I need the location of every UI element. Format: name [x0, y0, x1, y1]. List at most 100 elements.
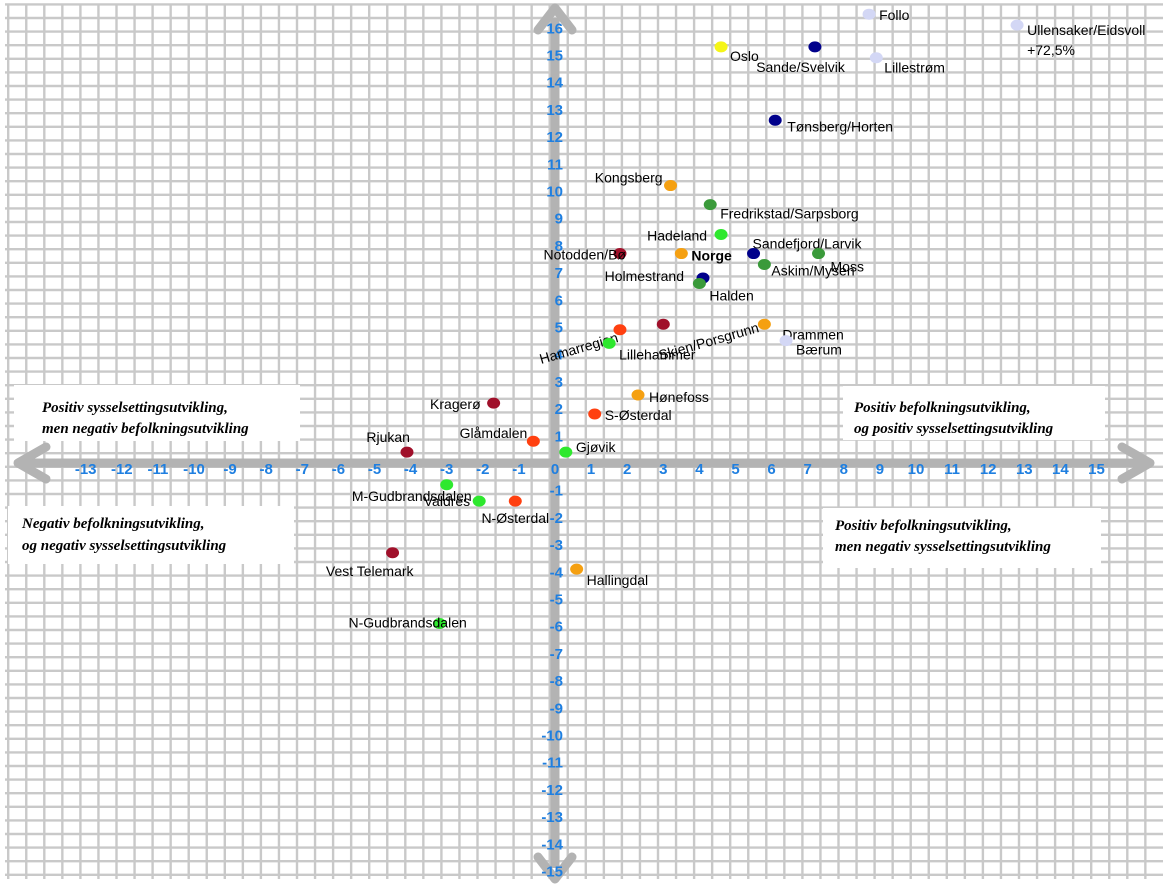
y-tick-label: 6 — [555, 292, 563, 309]
data-point-marker — [808, 41, 822, 53]
x-tick-label: -10 — [183, 461, 205, 478]
data-point-group: Hallingdal — [570, 563, 648, 588]
data-point-marker — [779, 335, 793, 347]
quadrant-label-bottom-right: Positiv befolkningsutvikling, men negati… — [823, 508, 1101, 568]
data-point-label: Lillestrøm — [884, 60, 945, 76]
data-point-group: Fredrikstad/Sarpsborg — [703, 199, 859, 222]
data-point-label: Vest Telemark — [326, 563, 415, 579]
data-point-label: Bærum — [796, 342, 842, 358]
x-tick-label: -5 — [368, 461, 381, 478]
data-point-group: Kongsberg — [595, 170, 678, 192]
data-point-marker — [472, 495, 486, 507]
data-point-marker — [757, 258, 771, 270]
x-tick-label: -13 — [75, 461, 97, 478]
data-point-marker — [812, 248, 826, 260]
x-tick-label: -8 — [260, 461, 273, 478]
quadrant-text-bottom-left-line1: Negativ befolkningsutvikling, — [21, 516, 205, 532]
data-point-marker — [440, 479, 454, 491]
data-point-group: Notodden/Bø — [543, 247, 627, 263]
data-point-marker — [631, 389, 645, 401]
data-point-marker — [386, 547, 400, 559]
data-point-marker — [559, 446, 573, 458]
data-point-group: M-Gudbrandsdalen — [352, 479, 472, 504]
quadrant-text-top-right-line2: og positiv sysselsettingsutvikling — [854, 421, 1054, 437]
data-point-group: Lillestrøm — [869, 52, 945, 76]
y-tick-label: 4 — [555, 347, 564, 364]
data-point-group: Tønsberg/Horten — [768, 114, 893, 134]
y-tick-label: 1 — [555, 428, 563, 445]
quadrant-box-top-right — [843, 386, 1105, 440]
x-tick-label: 6 — [767, 461, 775, 478]
data-point-group: Norge — [674, 248, 732, 264]
x-tick-label: -12 — [111, 461, 133, 478]
data-point-marker — [400, 446, 414, 458]
quadrant-text-bottom-right-line1: Positiv befolkningsutvikling, — [835, 518, 1012, 534]
x-tick-label: 7 — [804, 461, 812, 478]
data-point-label: Notodden/Bø — [543, 247, 626, 263]
y-tick-label: 11 — [547, 156, 563, 173]
x-tick-label: 15 — [1088, 461, 1105, 478]
x-tick-label: -4 — [404, 461, 418, 478]
data-point-group: S-Østerdal — [588, 407, 672, 423]
data-point-label: Tønsberg/Horten — [787, 118, 893, 134]
data-point-marker — [869, 52, 883, 64]
y-tick-label: 2 — [555, 401, 563, 418]
y-tick-label: -10 — [541, 728, 563, 745]
data-point-label: Rjukan — [366, 429, 410, 445]
y-tick-label: -2 — [550, 510, 563, 527]
x-tick-labels: -13 -12 -11 -10 -9 -8 -7 -6 -5 -4 -3 -2 -1 0 1 2 3 4 5 6 7 8 9… — [75, 461, 1105, 478]
data-point-marker — [526, 435, 540, 447]
data-point-group: Hønefoss — [631, 389, 709, 405]
data-point-marker — [656, 318, 670, 330]
y-tick-label: -14 — [541, 836, 563, 853]
x-tick-label: 1 — [587, 461, 595, 478]
x-axis-right-arrow — [1117, 442, 1155, 484]
data-point-group: N-Østerdal — [481, 495, 549, 526]
y-tick-label: -5 — [550, 592, 563, 609]
quadrant-box-top-left — [14, 385, 300, 441]
data-point-group: Hadeland — [647, 228, 728, 244]
y-tick-label: 7 — [555, 265, 563, 282]
y-tick-label: -8 — [550, 673, 563, 690]
data-point-label: M-Gudbrandsdalen — [352, 488, 472, 504]
x-tick-label: 8 — [840, 461, 848, 478]
data-point-group: Sande/Svelvik — [756, 41, 846, 75]
data-point-label: Valdres — [424, 493, 470, 509]
data-point-label: Kongsberg — [595, 170, 663, 186]
x-tick-label: -11 — [147, 461, 168, 478]
x-tick-label: -2 — [476, 461, 489, 478]
y-tick-label: -1 — [550, 483, 563, 500]
data-point-label: Ullensaker/Eidsvoll — [1027, 22, 1145, 38]
data-point-marker — [674, 248, 688, 260]
data-point-label: Fredrikstad/Sarpsborg — [720, 206, 859, 222]
y-tick-label: -12 — [541, 782, 563, 799]
data-point-marker — [747, 248, 761, 260]
data-point-label: Hadeland — [647, 228, 707, 244]
data-point-label: Kragerø — [430, 396, 481, 412]
y-tick-label: 8 — [555, 238, 563, 255]
data-point-group: Vest Telemark — [326, 547, 415, 579]
y-tick-label: 12 — [546, 129, 563, 146]
data-point-group: Ullensaker/Eidsvoll +72,5% — [1010, 19, 1145, 58]
y-tick-label: 3 — [555, 374, 563, 391]
x-tick-label: 13 — [1016, 461, 1033, 478]
x-axis-left-arrow — [13, 442, 51, 484]
x-tick-label: 11 — [944, 461, 960, 478]
data-point-label: Sande/Svelvik — [756, 59, 846, 75]
quadrant-text-top-right-line1: Positiv befolkningsutvikling, — [854, 400, 1031, 416]
x-tick-label: -7 — [296, 461, 309, 478]
quadrant-box-bottom-right — [823, 508, 1101, 568]
y-tick-label: -15 — [541, 864, 563, 881]
data-point-group: Bærum — [779, 335, 842, 358]
quadrant-text-top-left-line1: Positiv sysselsettingsutvikling, — [42, 400, 228, 416]
data-point-group: Lillehammer — [602, 337, 696, 362]
y-tick-label: -6 — [550, 619, 563, 636]
data-point-group: Gjøvik — [559, 439, 616, 458]
y-axis-bottom-arrow — [533, 852, 577, 884]
y-tick-labels: 16 15 14 13 12 11 10 9 8 7 6 5 4 3 2 1 -1 -2 -3 -4 -5 -6 -7 -8 -… — [541, 20, 563, 880]
x-tick-label: 3 — [659, 461, 667, 478]
data-point-group: Drammen — [757, 318, 844, 342]
data-point-label: Drammen — [782, 326, 843, 342]
